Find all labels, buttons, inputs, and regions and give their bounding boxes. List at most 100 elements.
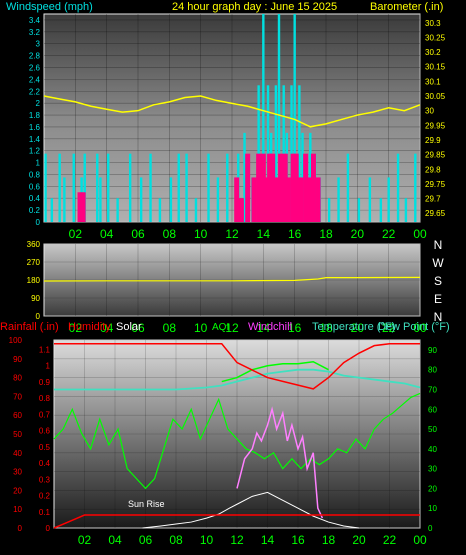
temp-hum-x-ticks: 02 04 06 08 10 12 14 16 18 20 22 00: [78, 533, 427, 547]
barometer-tick-label: 29.65: [425, 209, 446, 218]
windspeed-bar: [257, 85, 260, 222]
barometer-tick-label: 29.95: [425, 121, 446, 130]
windspeed-tick-label: 3: [36, 40, 41, 49]
rainfall-tick-label: 0.1: [39, 508, 51, 517]
windspeed-bar: [99, 177, 102, 222]
humidity-line: [54, 343, 420, 390]
temp-hum-panel: Rainfall (.in) Humidity Solar AQI Windch…: [0, 321, 450, 547]
barometer-tick-label: 29.85: [425, 151, 446, 160]
temperature-ticks: 0 10 20 30 40 50 60 70 80 90: [428, 346, 437, 533]
windspeed-bar: [149, 153, 152, 222]
wind-baro-plot-bg: [43, 13, 421, 223]
x-tick-label: 18: [319, 227, 333, 241]
gust-bar: [274, 177, 280, 222]
x-tick-label: 16: [291, 533, 305, 547]
barometer-tick-label: 30: [425, 107, 434, 116]
windspeed-bar: [58, 153, 61, 222]
x-tick-label: 14: [261, 533, 275, 547]
windspeed-bar: [290, 85, 293, 222]
temperature-tick-label: 30: [428, 465, 437, 474]
compass-label: S: [434, 274, 442, 288]
windspeed-bar: [266, 85, 270, 222]
x-tick-label: 00: [413, 533, 427, 547]
windspeed-tick-label: 3.4: [29, 16, 41, 25]
gust-bar: [77, 192, 83, 222]
humidity-tick-label: 90: [13, 355, 22, 364]
humidity-tick-label: 60: [13, 411, 22, 420]
x-tick-label: 18: [319, 321, 333, 335]
x-tick-label: 14: [257, 321, 271, 335]
rainfall-tick-label: 0.4: [39, 459, 51, 468]
windspeed-tick-label: 2.8: [29, 52, 41, 61]
windspeed-bar: [414, 153, 417, 222]
direction-tick-label: 90: [31, 294, 40, 303]
gust-bar: [315, 177, 321, 222]
windspeed-bar: [262, 14, 265, 222]
gust-bar: [293, 153, 299, 222]
rainfall-tick-label: 1: [46, 362, 51, 371]
direction-plot-bg: [43, 243, 421, 317]
x-tick-label: 04: [100, 227, 114, 241]
windspeed-bar: [337, 177, 340, 222]
windspeed-axis-label: Windspeed (mph): [6, 1, 93, 13]
direction-x-ticks: 02 04 06 08 10 12 14 16 18 20 22 00: [69, 321, 427, 335]
wind-baro-x-ticks: 02 04 06 08 10 12 14 16 18 20 22 00: [69, 227, 427, 241]
windspeed-bar: [346, 153, 350, 222]
barometer-tick-label: 30.15: [425, 63, 446, 72]
x-tick-label: 18: [322, 533, 336, 547]
wind-baro-panel: Windspeed (mph) 24 hour graph day : June…: [6, 1, 446, 241]
windspeed-bar: [327, 198, 331, 222]
humidity-tick-label: 80: [13, 374, 22, 383]
temperature-line: [54, 368, 421, 391]
barometer-tick-label: 30.3: [425, 19, 441, 28]
gust-bar: [245, 153, 251, 222]
x-tick-label: 08: [163, 227, 177, 241]
windspeed-tick-label: 1.8: [29, 111, 41, 120]
x-tick-label: 16: [288, 321, 302, 335]
barometer-tick-label: 30.2: [425, 48, 441, 57]
gust-bar: [303, 153, 309, 222]
windspeed-tick-label: 1: [36, 159, 41, 168]
x-tick-label: 04: [100, 321, 114, 335]
windspeed-bar: [368, 177, 372, 222]
humidity-ticks: 0 10 20 30 40 50 60 70 80 90 100: [9, 336, 23, 533]
chart-title: 24 hour graph day : June 15 2025: [172, 1, 337, 13]
windspeed-bar: [396, 153, 400, 222]
rainfall-tick-label: 0.3: [39, 475, 51, 484]
windspeed-ticks: 0 0.2 0.4 0.6 0.8 1 1.2 1.4 1.6 1.8 2 2.2 2.4 2.6 2.8 3…: [29, 16, 41, 227]
windspeed-tick-label: 0.8: [29, 170, 41, 179]
windspeed-tick-label: 0.2: [29, 206, 41, 215]
barometer-tick-label: 30.25: [425, 33, 446, 42]
windspeed-bar: [169, 177, 173, 222]
barometer-tick-label: 29.75: [425, 180, 446, 189]
direction-tick-label: 0: [36, 312, 41, 321]
x-tick-label: 22: [382, 321, 396, 335]
windspeed-tick-label: 3.2: [29, 28, 41, 37]
rainfall-tick-label: 0.7: [39, 410, 51, 419]
direction-tick-label: 360: [27, 240, 41, 249]
windspeed-tick-label: 0.6: [29, 182, 41, 191]
humidity-tick-label: 20: [13, 486, 22, 495]
windchill-line: [236, 406, 324, 519]
temperature-tick-label: 0: [428, 524, 433, 533]
dewpoint-axis-label: Dew Point (°F): [378, 321, 450, 333]
direction-y-ticks: 360 270 180 90 0: [27, 240, 41, 321]
humidity-tick-label: 100: [9, 336, 23, 345]
windspeed-bar: [83, 153, 86, 222]
windspeed-bar: [298, 85, 301, 222]
windspeed-bar: [357, 198, 361, 222]
barometer-ticks: 29.65 29.7 29.75 29.8 29.85 29.9 29.95 30 30.05 3…: [425, 19, 446, 218]
x-tick-label: 06: [131, 227, 145, 241]
humidity-tick-label: 0: [18, 524, 23, 533]
windspeed-tick-label: 1.2: [29, 147, 41, 156]
wind-direction-line: [43, 276, 421, 282]
direction-grid: [44, 243, 421, 317]
x-tick-label: 22: [383, 533, 397, 547]
compass-label: N: [434, 238, 443, 252]
gust-bar: [290, 153, 296, 222]
rainfall-ticks: 0 0.1 0.2 0.3 0.4 0.5 0.6 0.7 0.8 0.9 1 1.1: [39, 345, 51, 533]
wind-baro-grid: [44, 14, 421, 223]
direction-tick-label: 180: [27, 276, 41, 285]
